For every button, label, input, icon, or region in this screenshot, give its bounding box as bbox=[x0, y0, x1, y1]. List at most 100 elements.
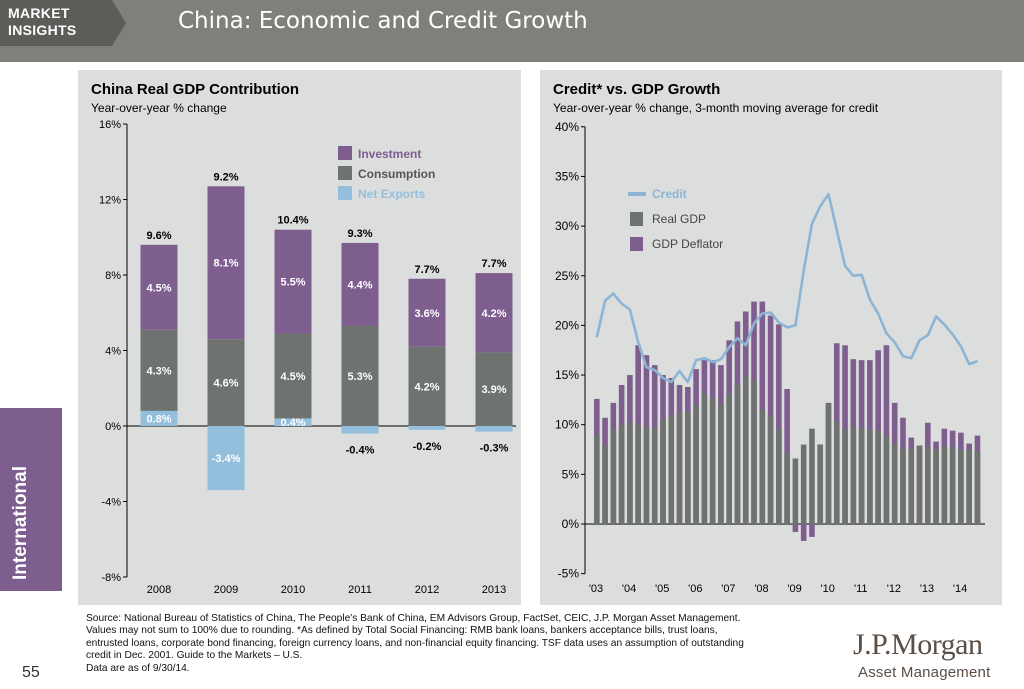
section-line2: INSIGHTS bbox=[8, 22, 77, 38]
data-label-investment: 3.6% bbox=[414, 308, 439, 320]
logo-subtitle: Asset Management bbox=[858, 664, 991, 681]
y-tick-label: 5% bbox=[562, 467, 580, 481]
bar-real-gdp bbox=[958, 450, 964, 524]
x-tick-label: 2012 bbox=[415, 584, 439, 596]
bar-real-gdp bbox=[709, 397, 716, 524]
bar-net-exports bbox=[207, 426, 245, 491]
data-label-investment: 4.2% bbox=[481, 308, 506, 320]
data-label-consumption: 4.2% bbox=[414, 381, 439, 393]
y-tick-label: 15% bbox=[555, 368, 579, 382]
footnote-line: Source: National Bureau of Statistics of… bbox=[86, 613, 741, 624]
bar-real-gdp bbox=[809, 428, 815, 524]
bar-consumption bbox=[207, 339, 245, 426]
x-tick-label: '13 bbox=[920, 583, 934, 595]
x-tick-label: 2010 bbox=[281, 584, 305, 596]
x-tick-label: '06 bbox=[688, 583, 702, 595]
bar-real-gdp bbox=[635, 424, 641, 524]
bar-real-gdp bbox=[817, 444, 824, 524]
footnote-line: Values may not sum to 100% due to roundi… bbox=[86, 625, 718, 637]
bar-real-gdp bbox=[883, 435, 890, 524]
x-tick-label: '08 bbox=[754, 583, 768, 595]
y-tick-label: 0% bbox=[105, 421, 121, 433]
y-tick-label: 8% bbox=[105, 270, 121, 282]
bar-real-gdp bbox=[850, 426, 857, 524]
bar-real-gdp bbox=[734, 384, 741, 524]
y-tick-label: -5% bbox=[558, 567, 580, 581]
bar-investment bbox=[140, 244, 178, 330]
bar-real-gdp bbox=[742, 377, 749, 524]
x-tick-label: 2008 bbox=[147, 584, 171, 596]
bar-real-gdp bbox=[651, 427, 658, 524]
x-tick-label: '04 bbox=[622, 583, 636, 595]
bar-real-gdp bbox=[792, 458, 799, 524]
bar-real-gdp bbox=[610, 428, 617, 524]
data-label-total: 9.2% bbox=[213, 171, 238, 183]
y-tick-label: 16% bbox=[99, 119, 121, 131]
bar-consumption bbox=[274, 333, 312, 419]
bar-gdp-deflator bbox=[792, 524, 799, 532]
legend-swatch bbox=[630, 237, 643, 251]
data-label-total: 7.7% bbox=[414, 264, 439, 276]
bar-real-gdp bbox=[900, 448, 906, 524]
bar-net-exports bbox=[140, 410, 178, 426]
y-tick-label: 4% bbox=[105, 346, 121, 358]
legend-label: Consumption bbox=[358, 167, 435, 181]
x-tick-label: 2011 bbox=[348, 584, 372, 596]
data-label-net-exports: -0.2% bbox=[413, 441, 442, 453]
bar-investment bbox=[274, 229, 312, 334]
x-tick-label: 2013 bbox=[482, 584, 506, 596]
bar-investment bbox=[475, 273, 513, 353]
data-label-investment: 5.5% bbox=[280, 277, 305, 289]
bar-real-gdp bbox=[875, 430, 881, 524]
bar-consumption bbox=[341, 325, 379, 426]
y-tick-label: 20% bbox=[555, 318, 579, 332]
x-tick-label: '11 bbox=[854, 583, 868, 595]
bar-real-gdp bbox=[966, 449, 972, 524]
side-tab-label: International bbox=[10, 465, 31, 580]
market-insights-badge: MARKET INSIGHTS bbox=[0, 0, 112, 46]
x-tick-label: '05 bbox=[655, 583, 669, 595]
bar-investment bbox=[207, 186, 245, 340]
data-label-net-exports: -0.3% bbox=[480, 443, 509, 455]
data-label-investment: 4.4% bbox=[347, 279, 372, 291]
data-label-consumption: 5.3% bbox=[347, 371, 372, 383]
y-tick-label: 0% bbox=[562, 517, 580, 531]
bar-real-gdp bbox=[776, 428, 782, 524]
bar-real-gdp bbox=[685, 411, 691, 524]
bar-real-gdp bbox=[594, 434, 600, 524]
footnote-line: Data are as of 9/30/14. bbox=[86, 662, 190, 674]
bar-real-gdp bbox=[602, 445, 608, 524]
data-label-consumption: 4.5% bbox=[280, 371, 305, 383]
legend-label: GDP Deflator bbox=[652, 237, 723, 251]
chart-subtitle: Year-over-year % change bbox=[91, 101, 227, 115]
data-label-total: 7.7% bbox=[481, 258, 506, 270]
data-label-consumption: 4.3% bbox=[146, 365, 171, 377]
legend-label: Credit bbox=[652, 187, 687, 201]
bar-real-gdp bbox=[668, 415, 675, 524]
y-tick-label: -8% bbox=[101, 572, 121, 584]
bar-net-exports bbox=[408, 426, 446, 430]
data-label-consumption: 3.9% bbox=[481, 384, 506, 396]
header-bar: MARKET INSIGHTS China: Economic and Cred… bbox=[0, 0, 1024, 62]
y-tick-label: 40% bbox=[555, 120, 579, 134]
credit-line bbox=[595, 193, 978, 384]
bar-consumption bbox=[475, 352, 513, 426]
bar-real-gdp bbox=[891, 443, 898, 524]
bar-real-gdp bbox=[767, 416, 774, 524]
section-line1: MARKET bbox=[8, 5, 70, 21]
bar-investment bbox=[341, 242, 379, 326]
x-tick-label: '09 bbox=[787, 583, 801, 595]
bar-investment bbox=[408, 278, 446, 347]
bar-real-gdp bbox=[800, 444, 807, 524]
footnote-line: credit in Dec. 2001. Guide to the Market… bbox=[86, 650, 303, 662]
bar-real-gdp bbox=[858, 427, 865, 524]
y-tick-label: 10% bbox=[555, 418, 579, 432]
footnote-line: entrusted loans, corporate bond financin… bbox=[86, 637, 744, 649]
bar-real-gdp bbox=[676, 412, 683, 524]
bar-real-gdp bbox=[751, 380, 757, 524]
bar-gdp-deflator bbox=[883, 345, 890, 524]
data-label-total: 9.3% bbox=[347, 228, 372, 240]
x-tick-label: '07 bbox=[721, 583, 735, 595]
bar-real-gdp bbox=[784, 453, 790, 524]
y-tick-label: 25% bbox=[555, 269, 579, 283]
